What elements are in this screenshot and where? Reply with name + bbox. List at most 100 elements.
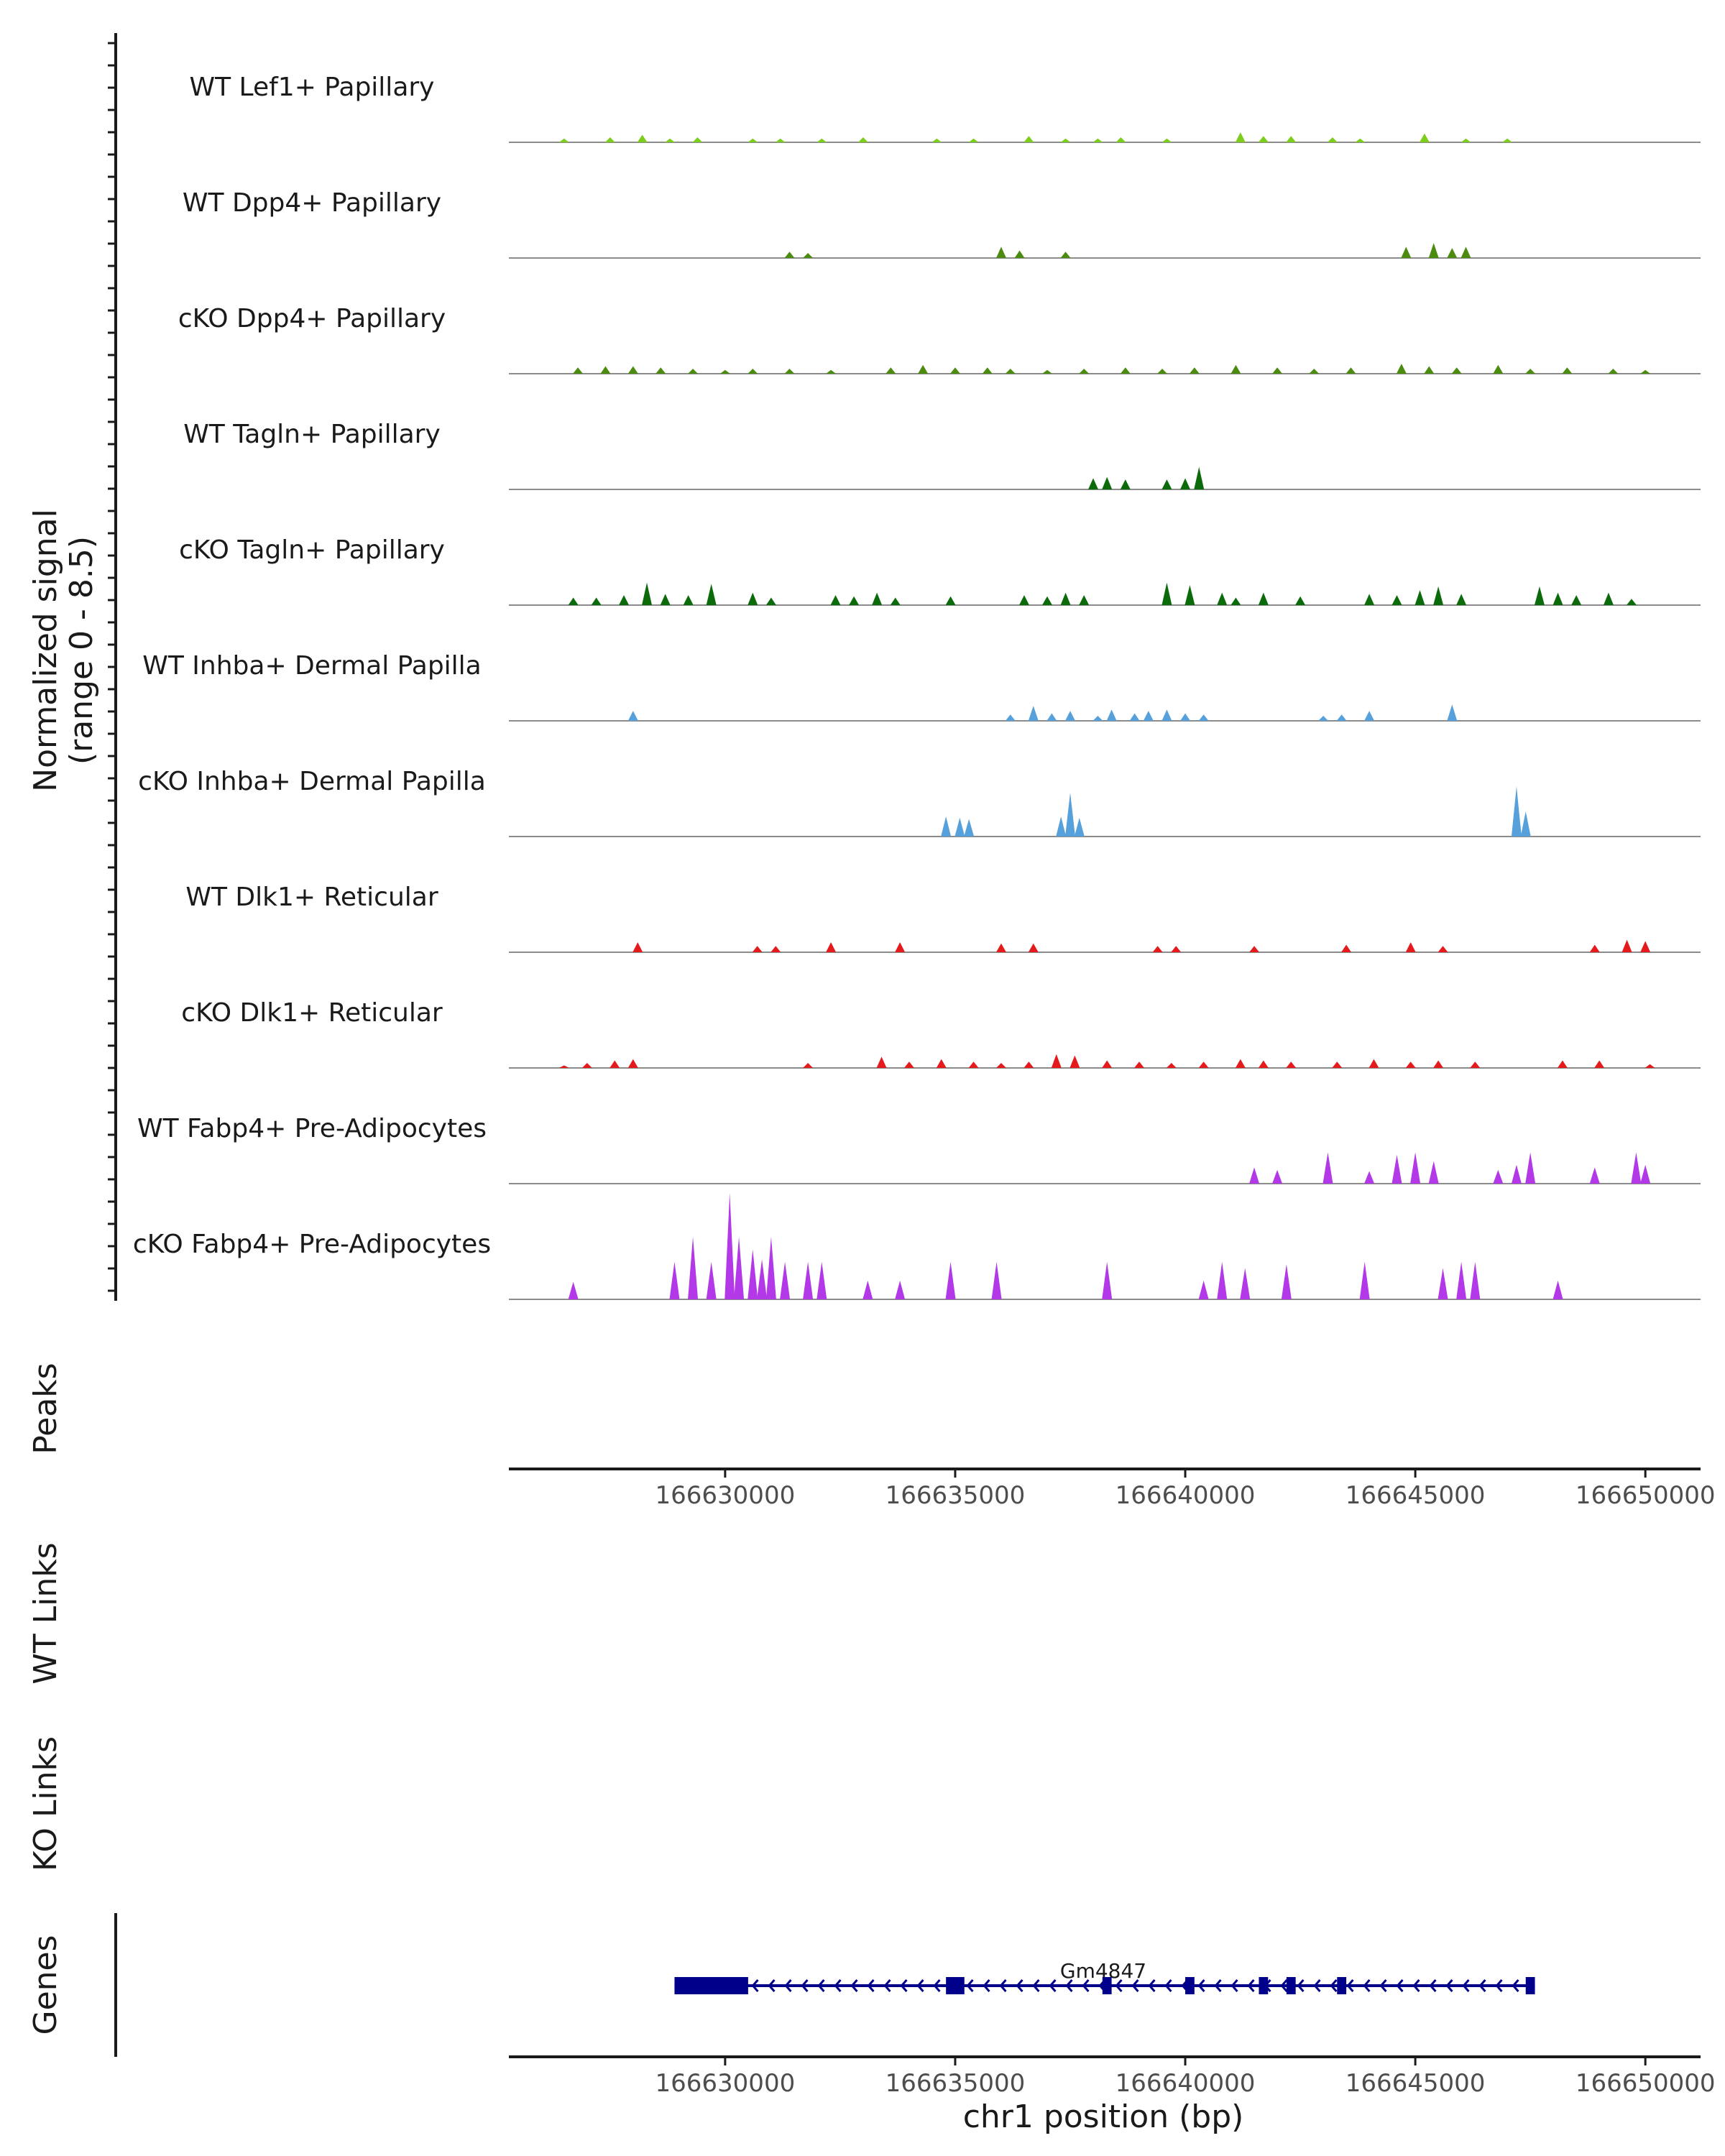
strand-arrow — [1363, 1979, 1371, 1992]
signal-peak — [1079, 369, 1090, 374]
signal-peak — [1024, 1061, 1034, 1068]
signal-peak — [706, 584, 717, 605]
strand-arrow — [1297, 1979, 1305, 1992]
signal-peak — [1041, 369, 1052, 374]
signal-peak — [1051, 1054, 1062, 1068]
signal-peak — [1502, 138, 1513, 142]
signal-peak — [1258, 1060, 1269, 1068]
signal-peak — [637, 134, 648, 142]
signal-peak — [1249, 946, 1260, 952]
signal-peak — [1447, 248, 1458, 258]
strand-arrow — [1280, 1979, 1288, 1992]
signal-peak — [945, 1261, 956, 1299]
signal-peak — [1272, 367, 1283, 374]
signal-peak — [903, 1061, 914, 1068]
signal-peak — [1428, 1161, 1439, 1184]
strand-arrow — [1462, 1979, 1470, 1992]
strand-arrow — [900, 1979, 908, 1992]
signal-peak — [1120, 367, 1131, 374]
signal-peak — [862, 1280, 873, 1299]
signal-peak — [1258, 136, 1269, 142]
signal-peak — [1189, 367, 1200, 374]
signal-peak — [1171, 946, 1182, 952]
signal-peak — [1414, 590, 1425, 605]
track-label: WT Dlk1+ Reticular — [185, 883, 438, 912]
strand-arrow — [1148, 1979, 1156, 1992]
strand-arrow — [1445, 1979, 1453, 1992]
signal-peak — [1396, 364, 1407, 374]
signal-peak — [632, 942, 643, 952]
signal-peak — [1162, 479, 1172, 489]
signal-peak — [968, 138, 979, 142]
signal-peak — [876, 1056, 887, 1068]
signal-peak — [1230, 364, 1241, 374]
signal-peak — [1102, 1060, 1113, 1068]
signal-peak — [775, 138, 786, 142]
signal-peak — [1392, 1154, 1402, 1184]
signal-peak — [1249, 1167, 1260, 1184]
signal-peak — [1603, 592, 1614, 605]
strand-arrow — [916, 1979, 924, 1992]
signal-peak — [826, 369, 837, 374]
signal-peak — [1060, 252, 1071, 258]
signal-peak — [1405, 942, 1416, 952]
genes-x-axis: 166630000 166635000 166640000 166645000 1666… — [509, 2055, 1716, 2098]
signal-peak — [890, 597, 901, 605]
signal-peak — [1368, 1059, 1379, 1068]
signal-peak — [573, 367, 584, 374]
signal-peak — [1106, 709, 1117, 721]
gene-exon — [1525, 1977, 1535, 1994]
strand-arrow — [1495, 1979, 1503, 1992]
strand-arrow — [1346, 1979, 1354, 1992]
signal-peak — [780, 1261, 791, 1299]
signal-peak — [1295, 596, 1306, 605]
strand-arrow — [784, 1979, 792, 1992]
signal-peak — [665, 138, 676, 142]
signal-peak — [765, 597, 776, 605]
signal-peak — [1162, 582, 1172, 605]
signal-peak — [954, 817, 965, 837]
signal-peak — [1309, 369, 1320, 374]
signal-peak — [1092, 716, 1103, 721]
coverage-tracks: WT Lef1+ Papillary WT Dpp4+ Papillary cKO … — [133, 73, 1701, 1300]
x-tick-label: 166645000 — [1346, 1481, 1486, 1510]
signal-peak — [1028, 706, 1039, 721]
signal-peak — [1046, 713, 1057, 721]
strand-arrow — [1197, 1979, 1205, 1992]
signal-peak — [918, 364, 929, 374]
signal-peak — [627, 1059, 638, 1068]
wt-links-section-label: WT Links — [27, 1542, 64, 1684]
x-tick-label: 166630000 — [656, 1481, 796, 1510]
signal-peak — [1332, 1061, 1343, 1068]
signal-peak — [1074, 817, 1085, 837]
signal-peak — [1060, 592, 1071, 605]
y-axis-range-label: (range 0 - 8.5) — [63, 536, 100, 765]
signal-peak — [1589, 944, 1600, 952]
signal-peak — [1520, 811, 1531, 837]
signal-peak — [1152, 946, 1163, 952]
signal-peak — [1056, 816, 1067, 837]
signal-peak — [995, 943, 1006, 952]
signal-peak — [1346, 367, 1356, 374]
signal-peak — [748, 369, 758, 374]
signal-peak — [748, 138, 758, 142]
strand-arrow — [983, 1979, 990, 1992]
signal-peak — [1428, 243, 1439, 258]
signal-peak — [991, 1261, 1002, 1299]
strand-arrow — [1512, 1979, 1519, 1992]
signal-peak — [1392, 595, 1402, 605]
track-label: WT Fabp4+ Pre-Adipocytes — [137, 1114, 487, 1143]
strand-arrow — [1379, 1979, 1387, 1992]
peaks-section-label: Peaks — [27, 1363, 64, 1454]
signal-peak — [1184, 585, 1195, 605]
signal-peak — [1087, 478, 1098, 489]
signal-peak — [1064, 793, 1075, 837]
signal-peak — [734, 1236, 745, 1299]
track-label: cKO Dlk1+ Reticular — [181, 998, 443, 1028]
x-tick-label: 166635000 — [886, 2069, 1026, 2098]
signal-peak — [1230, 597, 1241, 605]
signal-peak — [1041, 596, 1052, 605]
strand-arrow — [883, 1979, 891, 1992]
strand-arrow — [1429, 1979, 1437, 1992]
signal-peak — [724, 1193, 735, 1299]
